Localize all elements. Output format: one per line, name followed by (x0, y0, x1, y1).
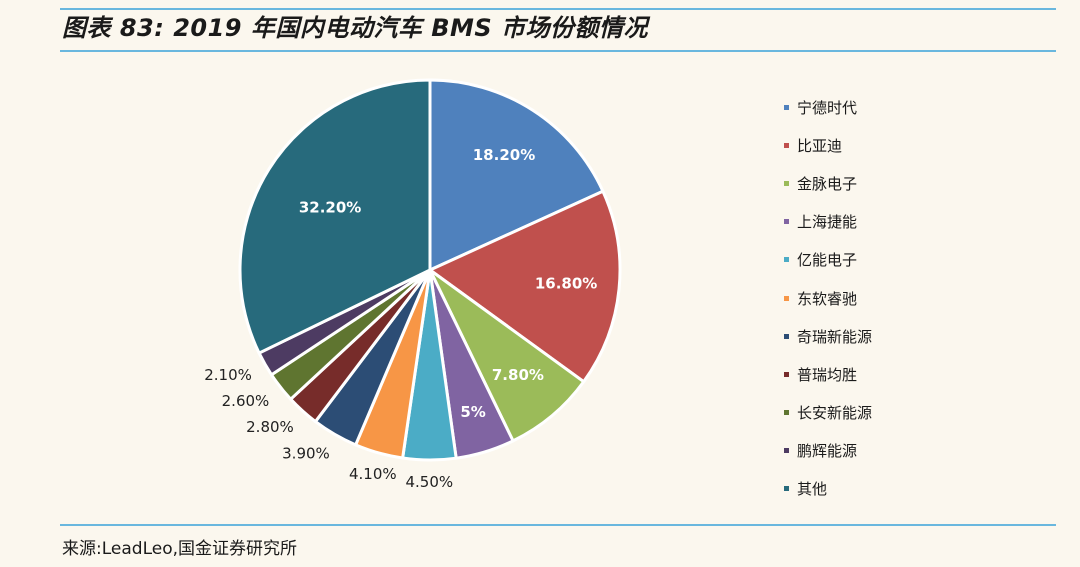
legend-item: 比亚迪 (784, 126, 872, 164)
slice-data-label: 4.10% (349, 465, 397, 483)
legend-label: 上海捷能 (797, 213, 858, 232)
pie-slice (238, 78, 432, 355)
bottom-rule (60, 524, 1056, 526)
pie-slice (428, 268, 586, 443)
legend-label: 鹏辉能源 (797, 442, 858, 461)
legend-item: 金脉电子 (784, 164, 872, 202)
slice-data-label: 16.80% (535, 275, 597, 293)
legend-label: 比亚迪 (797, 136, 843, 155)
legend-item: 奇瑞新能源 (784, 317, 872, 355)
legend-swatch (784, 486, 789, 492)
slice-data-label: 2.80% (246, 418, 294, 436)
slice-data-label: 5% (460, 403, 485, 421)
slice-data-label: 32.20% (299, 199, 361, 217)
legend-label: 金脉电子 (797, 174, 858, 193)
pie-slice (428, 78, 605, 272)
legend-label: 奇瑞新能源 (797, 327, 873, 346)
slice-data-label: 18.20% (473, 146, 535, 164)
source-note: 来源:LeadLeo,国金证券研究所 (62, 539, 298, 559)
legend-swatch (784, 142, 789, 148)
legend-swatch (784, 371, 789, 377)
slice-data-label: 2.60% (222, 392, 270, 410)
legend-item: 其他 (784, 470, 872, 508)
slice-data-label: 4.50% (405, 473, 453, 491)
chart-title: 图表 83: 2019 年国内电动汽车 BMS 市场份额情况 (62, 14, 649, 42)
legend-label: 宁德时代 (797, 98, 858, 117)
legend-swatch (784, 180, 789, 186)
legend-swatch (784, 257, 789, 263)
legend-item: 鹏辉能源 (784, 432, 872, 470)
legend-label: 亿能电子 (797, 251, 858, 270)
legend-item: 上海捷能 (784, 203, 872, 241)
legend-item: 亿能电子 (784, 241, 872, 279)
legend-label: 东软睿驰 (797, 289, 858, 308)
legend-swatch (784, 410, 789, 416)
legend-item: 普瑞均胜 (784, 355, 872, 393)
legend-label: 长安新能源 (797, 404, 873, 423)
slice-data-label: 2.10% (204, 366, 252, 384)
legend-swatch (784, 104, 789, 110)
title-bar: 图表 83: 2019 年国内电动汽车 BMS 市场份额情况 (0, 0, 1080, 52)
legend-label: 其他 (797, 480, 828, 499)
top-rule (60, 8, 1056, 10)
legend-swatch (784, 333, 789, 339)
legend-swatch (784, 448, 789, 454)
pie-slice (428, 189, 622, 384)
slice-data-label: 3.90% (282, 445, 330, 463)
legend-item: 宁德时代 (784, 88, 872, 126)
legend-swatch (784, 219, 789, 225)
chart-legend: 宁德时代比亚迪金脉电子上海捷能亿能电子东软睿驰奇瑞新能源普瑞均胜长安新能源鹏辉能… (784, 88, 872, 508)
legend-item: 长安新能源 (784, 394, 872, 432)
title-underline (60, 50, 1056, 52)
legend-item: 东软睿驰 (784, 279, 872, 317)
legend-label: 普瑞均胜 (797, 365, 858, 384)
slice-data-label: 7.80% (492, 366, 544, 384)
legend-swatch (784, 295, 789, 301)
